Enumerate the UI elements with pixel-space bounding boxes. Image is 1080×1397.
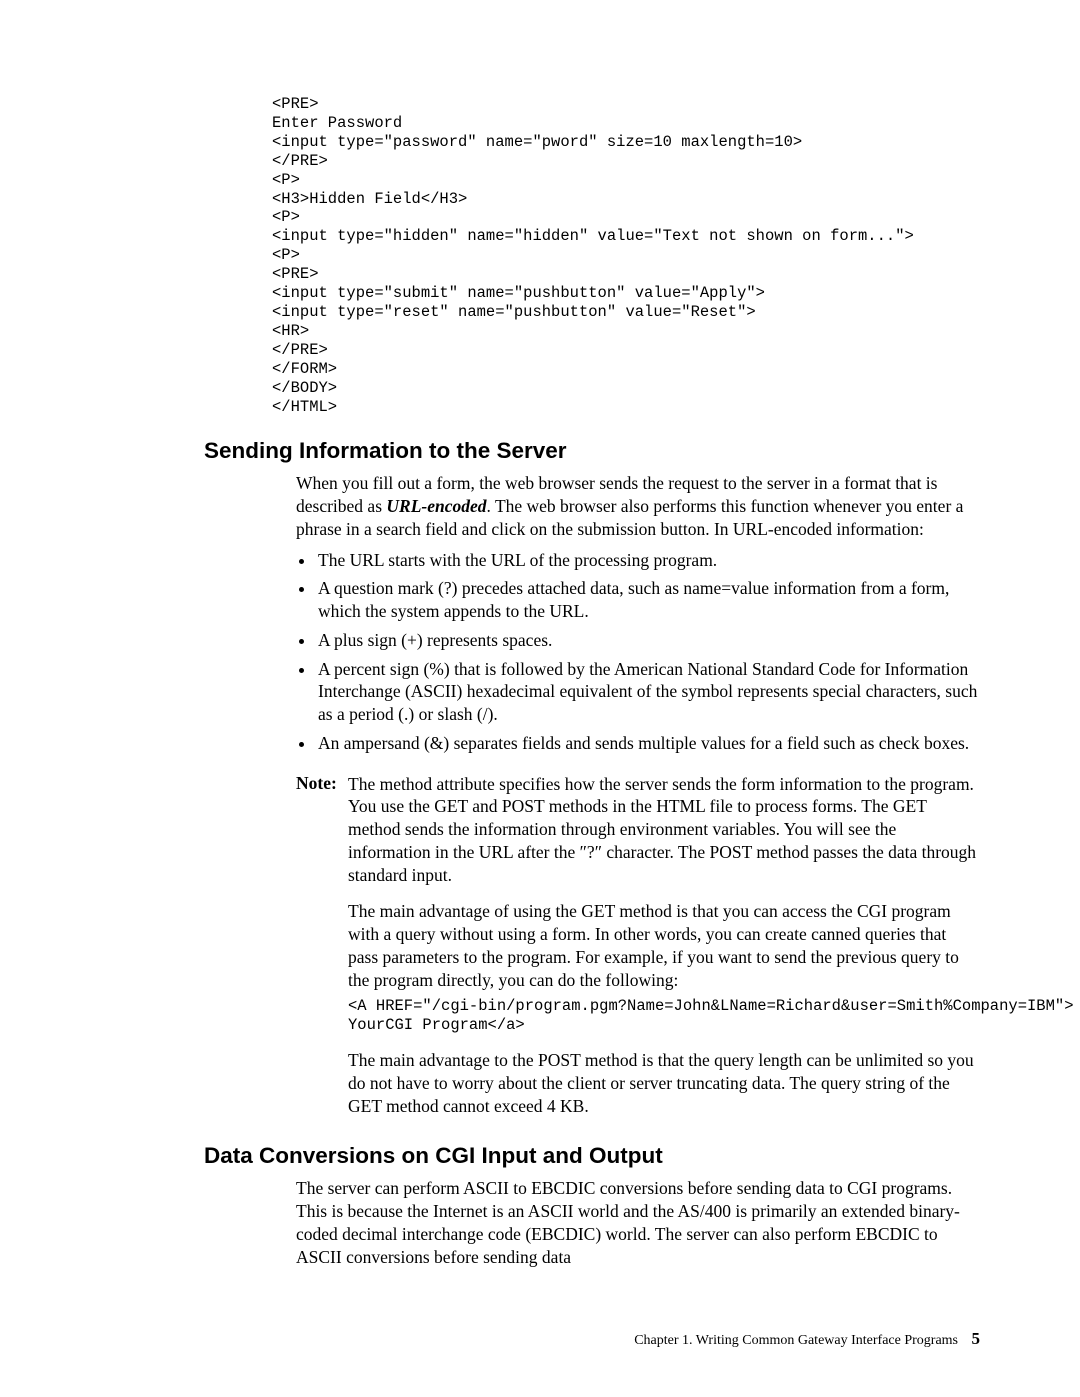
list-item: The URL starts with the URL of the proce… xyxy=(316,549,980,572)
note-code-example: <A HREF="/cgi-bin/program.pgm?Name=John&… xyxy=(348,997,980,1035)
note-paragraph-1: The method attribute specifies how the s… xyxy=(348,773,980,887)
heading-sending-info: Sending Information to the Server xyxy=(204,438,980,464)
note-paragraph-2: The main advantage of using the GET meth… xyxy=(348,900,980,991)
note-paragraph-3: The main advantage to the POST method is… xyxy=(348,1049,980,1117)
page-footer: Chapter 1. Writing Common Gateway Interf… xyxy=(634,1329,980,1349)
data-conversions-paragraph: The server can perform ASCII to EBCDIC c… xyxy=(296,1177,980,1268)
code-block-html-sample: <PRE> Enter Password <input type="passwo… xyxy=(272,95,980,416)
page: <PRE> Enter Password <input type="passwo… xyxy=(0,0,1080,1397)
intro-paragraph: When you fill out a form, the web browse… xyxy=(296,472,980,540)
list-item: A plus sign (+) represents spaces. xyxy=(316,629,980,652)
note-first-row: Note: The method attribute specifies how… xyxy=(296,773,980,887)
note-block: Note: The method attribute specifies how… xyxy=(296,773,980,1118)
intro-emphasis: URL-encoded xyxy=(386,496,486,516)
list-item: A percent sign (%) that is followed by t… xyxy=(316,658,980,726)
list-item: A question mark (?) precedes attached da… xyxy=(316,577,980,623)
footer-chapter: Chapter 1. Writing Common Gateway Interf… xyxy=(634,1333,958,1348)
url-encoded-bullet-list: The URL starts with the URL of the proce… xyxy=(296,549,980,755)
list-item: An ampersand (&) separates fields and se… xyxy=(316,732,980,755)
heading-data-conversions: Data Conversions on CGI Input and Output xyxy=(204,1143,980,1169)
note-label: Note: xyxy=(296,773,348,887)
footer-page-number: 5 xyxy=(972,1329,981,1348)
